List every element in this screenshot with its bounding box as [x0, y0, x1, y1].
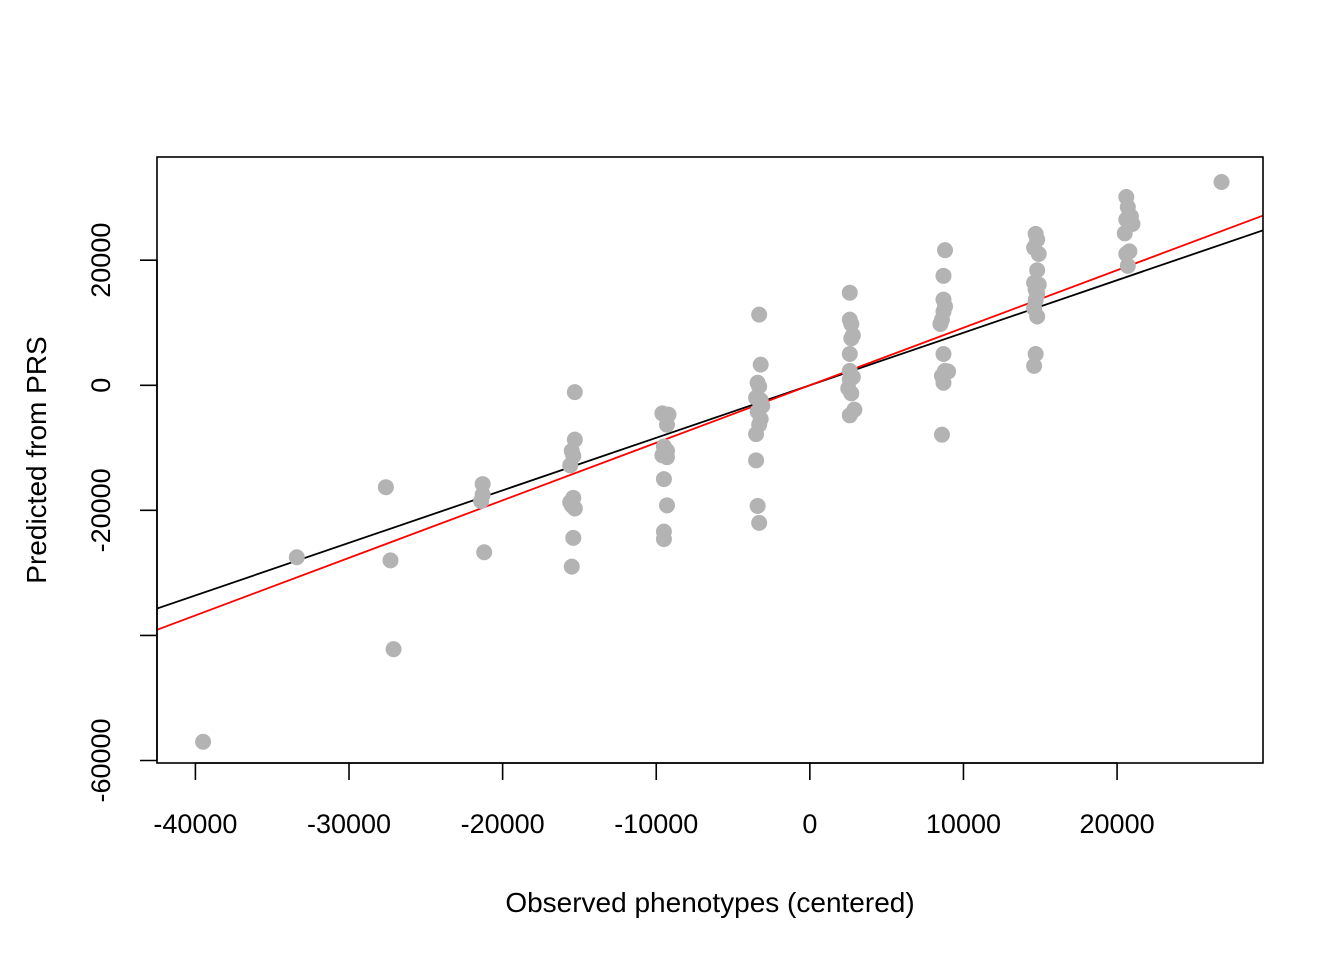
- data-point: [382, 552, 399, 569]
- data-point: [1116, 225, 1133, 242]
- data-point: [1027, 345, 1044, 362]
- data-point: [841, 407, 858, 424]
- y-axis-title: Predicted from PRS: [21, 336, 52, 583]
- data-point: [1029, 262, 1046, 279]
- x-tick-label: -40000: [153, 809, 237, 839]
- data-point: [933, 426, 950, 443]
- x-tick-label: -30000: [307, 809, 391, 839]
- data-point: [937, 242, 954, 259]
- data-point: [288, 549, 305, 566]
- data-point: [1026, 357, 1043, 374]
- data-point: [841, 345, 858, 362]
- y-axis: -60000 -20000 0 20000: [86, 223, 158, 803]
- data-point: [1118, 245, 1135, 262]
- data-point: [377, 479, 394, 496]
- data-point: [655, 471, 672, 488]
- y-tick-label: -20000: [86, 468, 116, 552]
- regression-lines: [157, 214, 1263, 631]
- x-tick-label: -10000: [614, 809, 698, 839]
- x-axis: -40000 -30000 -20000 -10000 0 10000 20000: [153, 762, 1155, 839]
- data-point: [843, 385, 860, 402]
- data-point: [1119, 257, 1136, 274]
- data-point: [841, 284, 858, 301]
- data-point: [566, 500, 583, 517]
- data-point: [385, 641, 402, 658]
- data-point: [843, 330, 860, 347]
- data-point: [932, 315, 949, 332]
- data-point: [1029, 308, 1046, 325]
- data-point: [1213, 174, 1230, 191]
- regression-line-1: [157, 229, 1263, 610]
- data-point: [935, 374, 952, 391]
- data-point: [1030, 245, 1047, 262]
- data-points: [195, 174, 1230, 750]
- x-tick-label: 0: [802, 809, 817, 839]
- data-point: [658, 497, 675, 514]
- data-point: [565, 529, 582, 546]
- data-point: [476, 544, 493, 561]
- data-point: [748, 426, 765, 443]
- y-tick-label: 20000: [86, 223, 116, 298]
- data-point: [658, 416, 675, 433]
- y-tick-label: 0: [86, 378, 116, 393]
- data-point: [751, 514, 768, 531]
- data-point: [752, 356, 769, 373]
- x-tick-label: 20000: [1080, 809, 1155, 839]
- data-point: [935, 267, 952, 284]
- data-point: [563, 558, 580, 575]
- data-point: [566, 384, 583, 401]
- data-point: [473, 492, 490, 509]
- y-tick-label: -60000: [86, 718, 116, 802]
- data-point: [748, 452, 765, 469]
- data-point: [751, 306, 768, 323]
- x-axis-title: Observed phenotypes (centered): [505, 887, 914, 918]
- x-tick-label: -20000: [461, 809, 545, 839]
- plot-frame: [156, 156, 1264, 764]
- data-point: [658, 449, 675, 466]
- data-point: [655, 531, 672, 548]
- data-point: [195, 733, 212, 750]
- x-tick-label: 10000: [926, 809, 1001, 839]
- data-point: [935, 345, 952, 362]
- data-point: [562, 457, 579, 474]
- data-point: [749, 497, 766, 514]
- regression-line-2: [157, 214, 1263, 631]
